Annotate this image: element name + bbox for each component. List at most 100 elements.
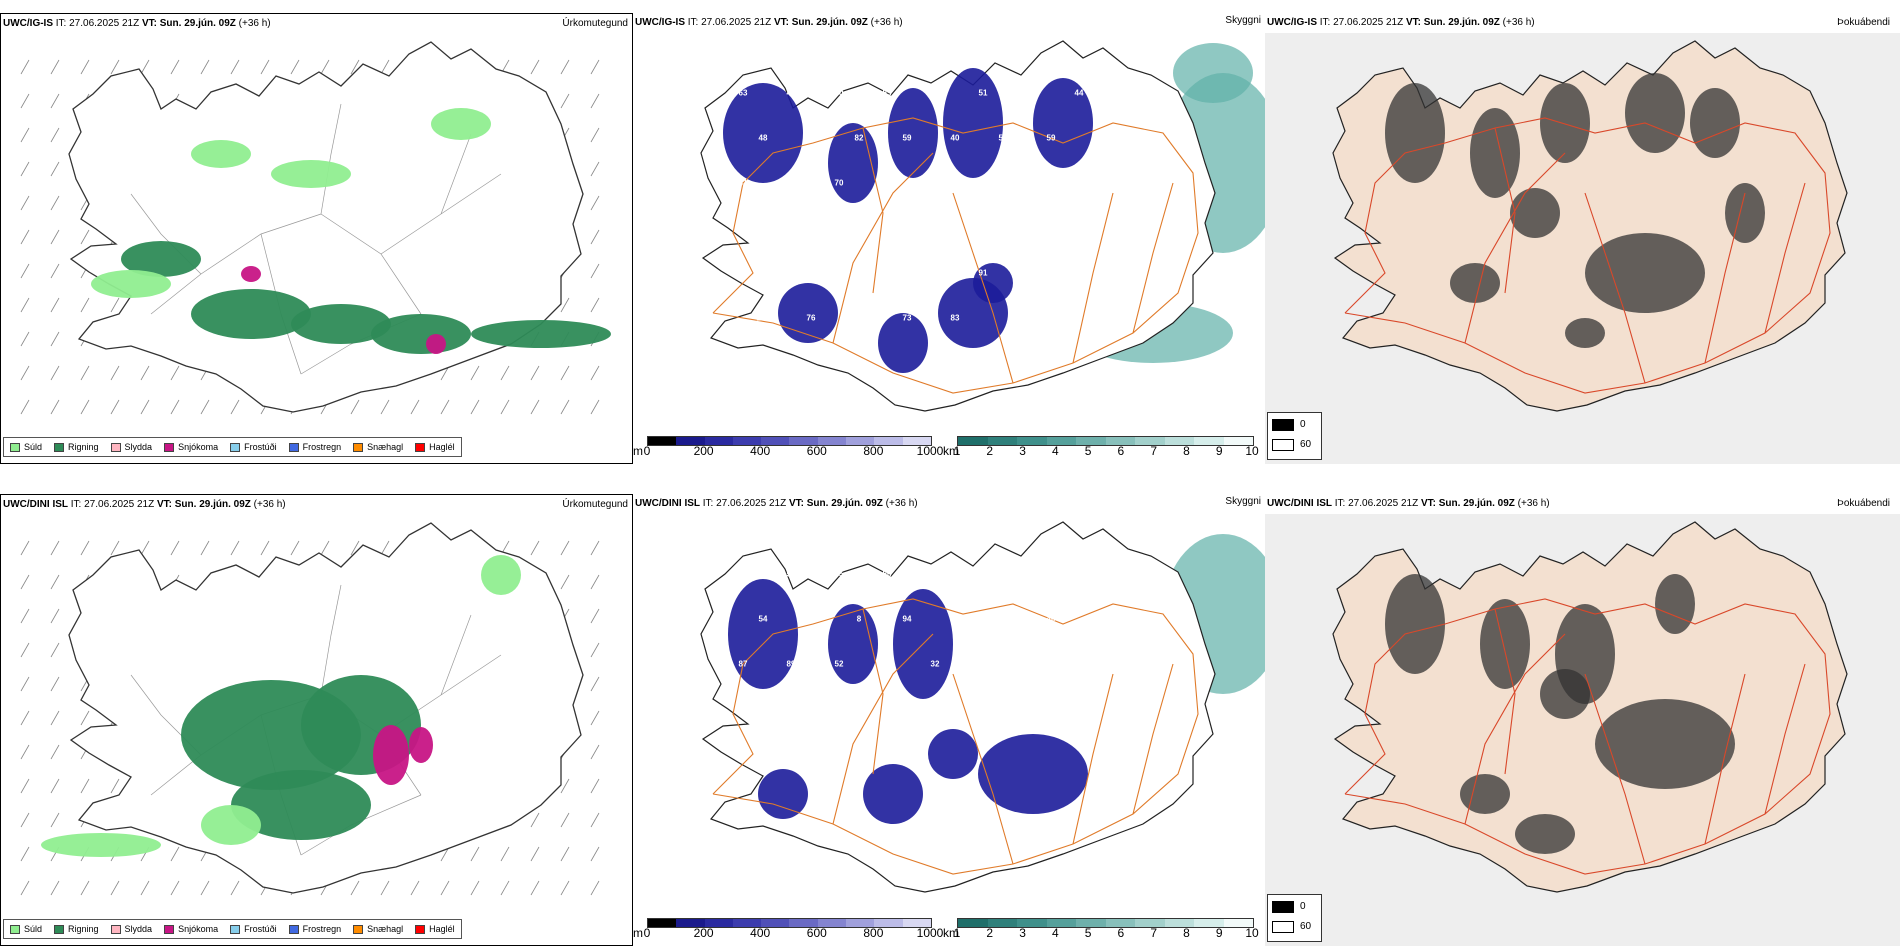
- cloud-base-value: 70: [834, 178, 844, 188]
- colorbar-segment: [817, 437, 847, 445]
- wind-barb: [140, 880, 150, 896]
- cloud-base-value: 44: [1122, 569, 1132, 579]
- cloud-base-value: 59: [1046, 133, 1056, 143]
- wind-barb: [20, 297, 30, 313]
- legend-swatch-dark: [1272, 419, 1294, 431]
- legend-item: Rigning: [54, 442, 99, 452]
- wind-barb: [200, 399, 210, 415]
- wind-barb: [50, 195, 60, 211]
- fog-index-legend: 0 60: [1267, 412, 1322, 460]
- cloud-base-value: 47: [1026, 88, 1036, 98]
- colorbar-tick: 6: [1117, 926, 1125, 940]
- legend-label: Frostregn: [302, 924, 342, 934]
- wind-barb: [470, 399, 480, 415]
- fog-index-area: [1385, 574, 1445, 674]
- legend-label: Snæhagl: [367, 442, 404, 452]
- colorbar-segment: [648, 437, 677, 445]
- fog-index-area: [1625, 73, 1685, 153]
- precip-type-legend: Súld Rigning Slydda Snjókoma Frostúði Frostre…: [3, 437, 462, 457]
- visibility-area: [1173, 43, 1253, 103]
- cloud-base-value: 134: [928, 268, 942, 278]
- precip-area: [271, 160, 351, 188]
- cloud-base-area: [928, 729, 978, 779]
- legend-item: Slydda: [110, 442, 152, 452]
- cloud-base-value: 89: [786, 659, 796, 669]
- fog-index-area: [1470, 108, 1520, 198]
- wind-barb: [560, 540, 570, 556]
- colorbar-tick: 5: [1084, 926, 1092, 940]
- cloud-base-value: 41: [1142, 223, 1152, 233]
- wind-barb: [590, 263, 600, 279]
- cloud-base-value: 104: [948, 704, 962, 714]
- cloud-base-value: 40: [1046, 614, 1056, 624]
- cloud-base-area: [758, 769, 808, 819]
- fog-index-area: [1595, 699, 1735, 789]
- wind-barb: [140, 59, 150, 75]
- colorbar-tick: 7: [1150, 926, 1157, 940]
- cloud-base-value: 93: [1142, 704, 1152, 714]
- legend-value-light: 60: [1300, 439, 1312, 450]
- cloud-base-value: 86: [806, 223, 816, 233]
- wind-barb: [590, 744, 600, 760]
- wind-barb: [590, 365, 600, 381]
- cloud-base-value: 53: [882, 88, 892, 98]
- wind-barb: [530, 880, 540, 896]
- colorbar-tick: 8: [1183, 444, 1190, 458]
- legend-label: Súld: [24, 924, 43, 934]
- wind-barb: [170, 399, 180, 415]
- cloud-base-value: 59: [786, 569, 796, 579]
- colorbar-segment: [1017, 437, 1047, 445]
- wind-barb: [230, 399, 240, 415]
- legend-swatch: [415, 924, 426, 934]
- cloud-base-value: 41: [978, 659, 988, 669]
- visibility-colorbar: km 1 2 3 4 5 6 7 8 9 10: [943, 432, 1265, 460]
- colorbar-segment: [958, 919, 988, 927]
- iceland-cloud-map: [700, 521, 1265, 893]
- wind-barb: [530, 846, 540, 862]
- legend-swatch: [353, 442, 364, 452]
- field-name: Skyggni: [1225, 15, 1261, 26]
- wind-barb: [500, 399, 510, 415]
- legend-value-light: 60: [1300, 921, 1312, 932]
- legend-label: Slydda: [124, 924, 153, 934]
- cloud-base-value: 69: [1074, 569, 1084, 579]
- wind-barb: [500, 880, 510, 896]
- legend-label: Frostúði: [244, 442, 277, 452]
- cloud-base-value: 59: [1142, 614, 1152, 624]
- wind-barb: [50, 880, 60, 896]
- wind-barb: [20, 812, 30, 828]
- wind-barb: [440, 880, 450, 896]
- cloud-base-value: 109: [1024, 178, 1038, 188]
- cloud-base-value: 99: [786, 268, 796, 278]
- wind-barb: [350, 880, 360, 896]
- legend-item: Frostúði: [230, 442, 277, 452]
- colorbar-tick: 200: [693, 926, 714, 940]
- colorbar-tick: 200: [693, 444, 714, 458]
- wind-barb: [110, 880, 120, 896]
- precip-area: [191, 140, 251, 168]
- wind-barb: [500, 846, 510, 862]
- colorbar-segment: [1164, 437, 1194, 445]
- legend-swatch-light: [1272, 439, 1294, 451]
- cloud-base-value: 45: [854, 223, 864, 233]
- cloud-base-value: 52: [834, 659, 844, 669]
- colorbar-tick: 8: [1183, 926, 1190, 940]
- legend-swatch: [54, 924, 65, 934]
- colorbar-strip: [957, 918, 1254, 928]
- cloud-base-area: [978, 734, 1088, 814]
- wind-barb: [560, 846, 570, 862]
- wind-barb: [20, 778, 30, 794]
- wind-barb: [590, 540, 600, 556]
- wind-barb: [380, 880, 390, 896]
- cloud-base-value: 91: [978, 268, 988, 278]
- wind-barb: [50, 778, 60, 794]
- colorbar-tick: 3: [1019, 444, 1026, 458]
- legend-swatch: [288, 924, 299, 934]
- colorbar-tick: 1000: [916, 444, 944, 458]
- fog-index-area: [1540, 83, 1590, 163]
- wind-barb: [530, 399, 540, 415]
- wind-barb: [260, 540, 270, 556]
- cloud-base-area: [828, 604, 878, 684]
- precip-area: [371, 314, 471, 354]
- colorbar-tick: 1: [953, 444, 961, 458]
